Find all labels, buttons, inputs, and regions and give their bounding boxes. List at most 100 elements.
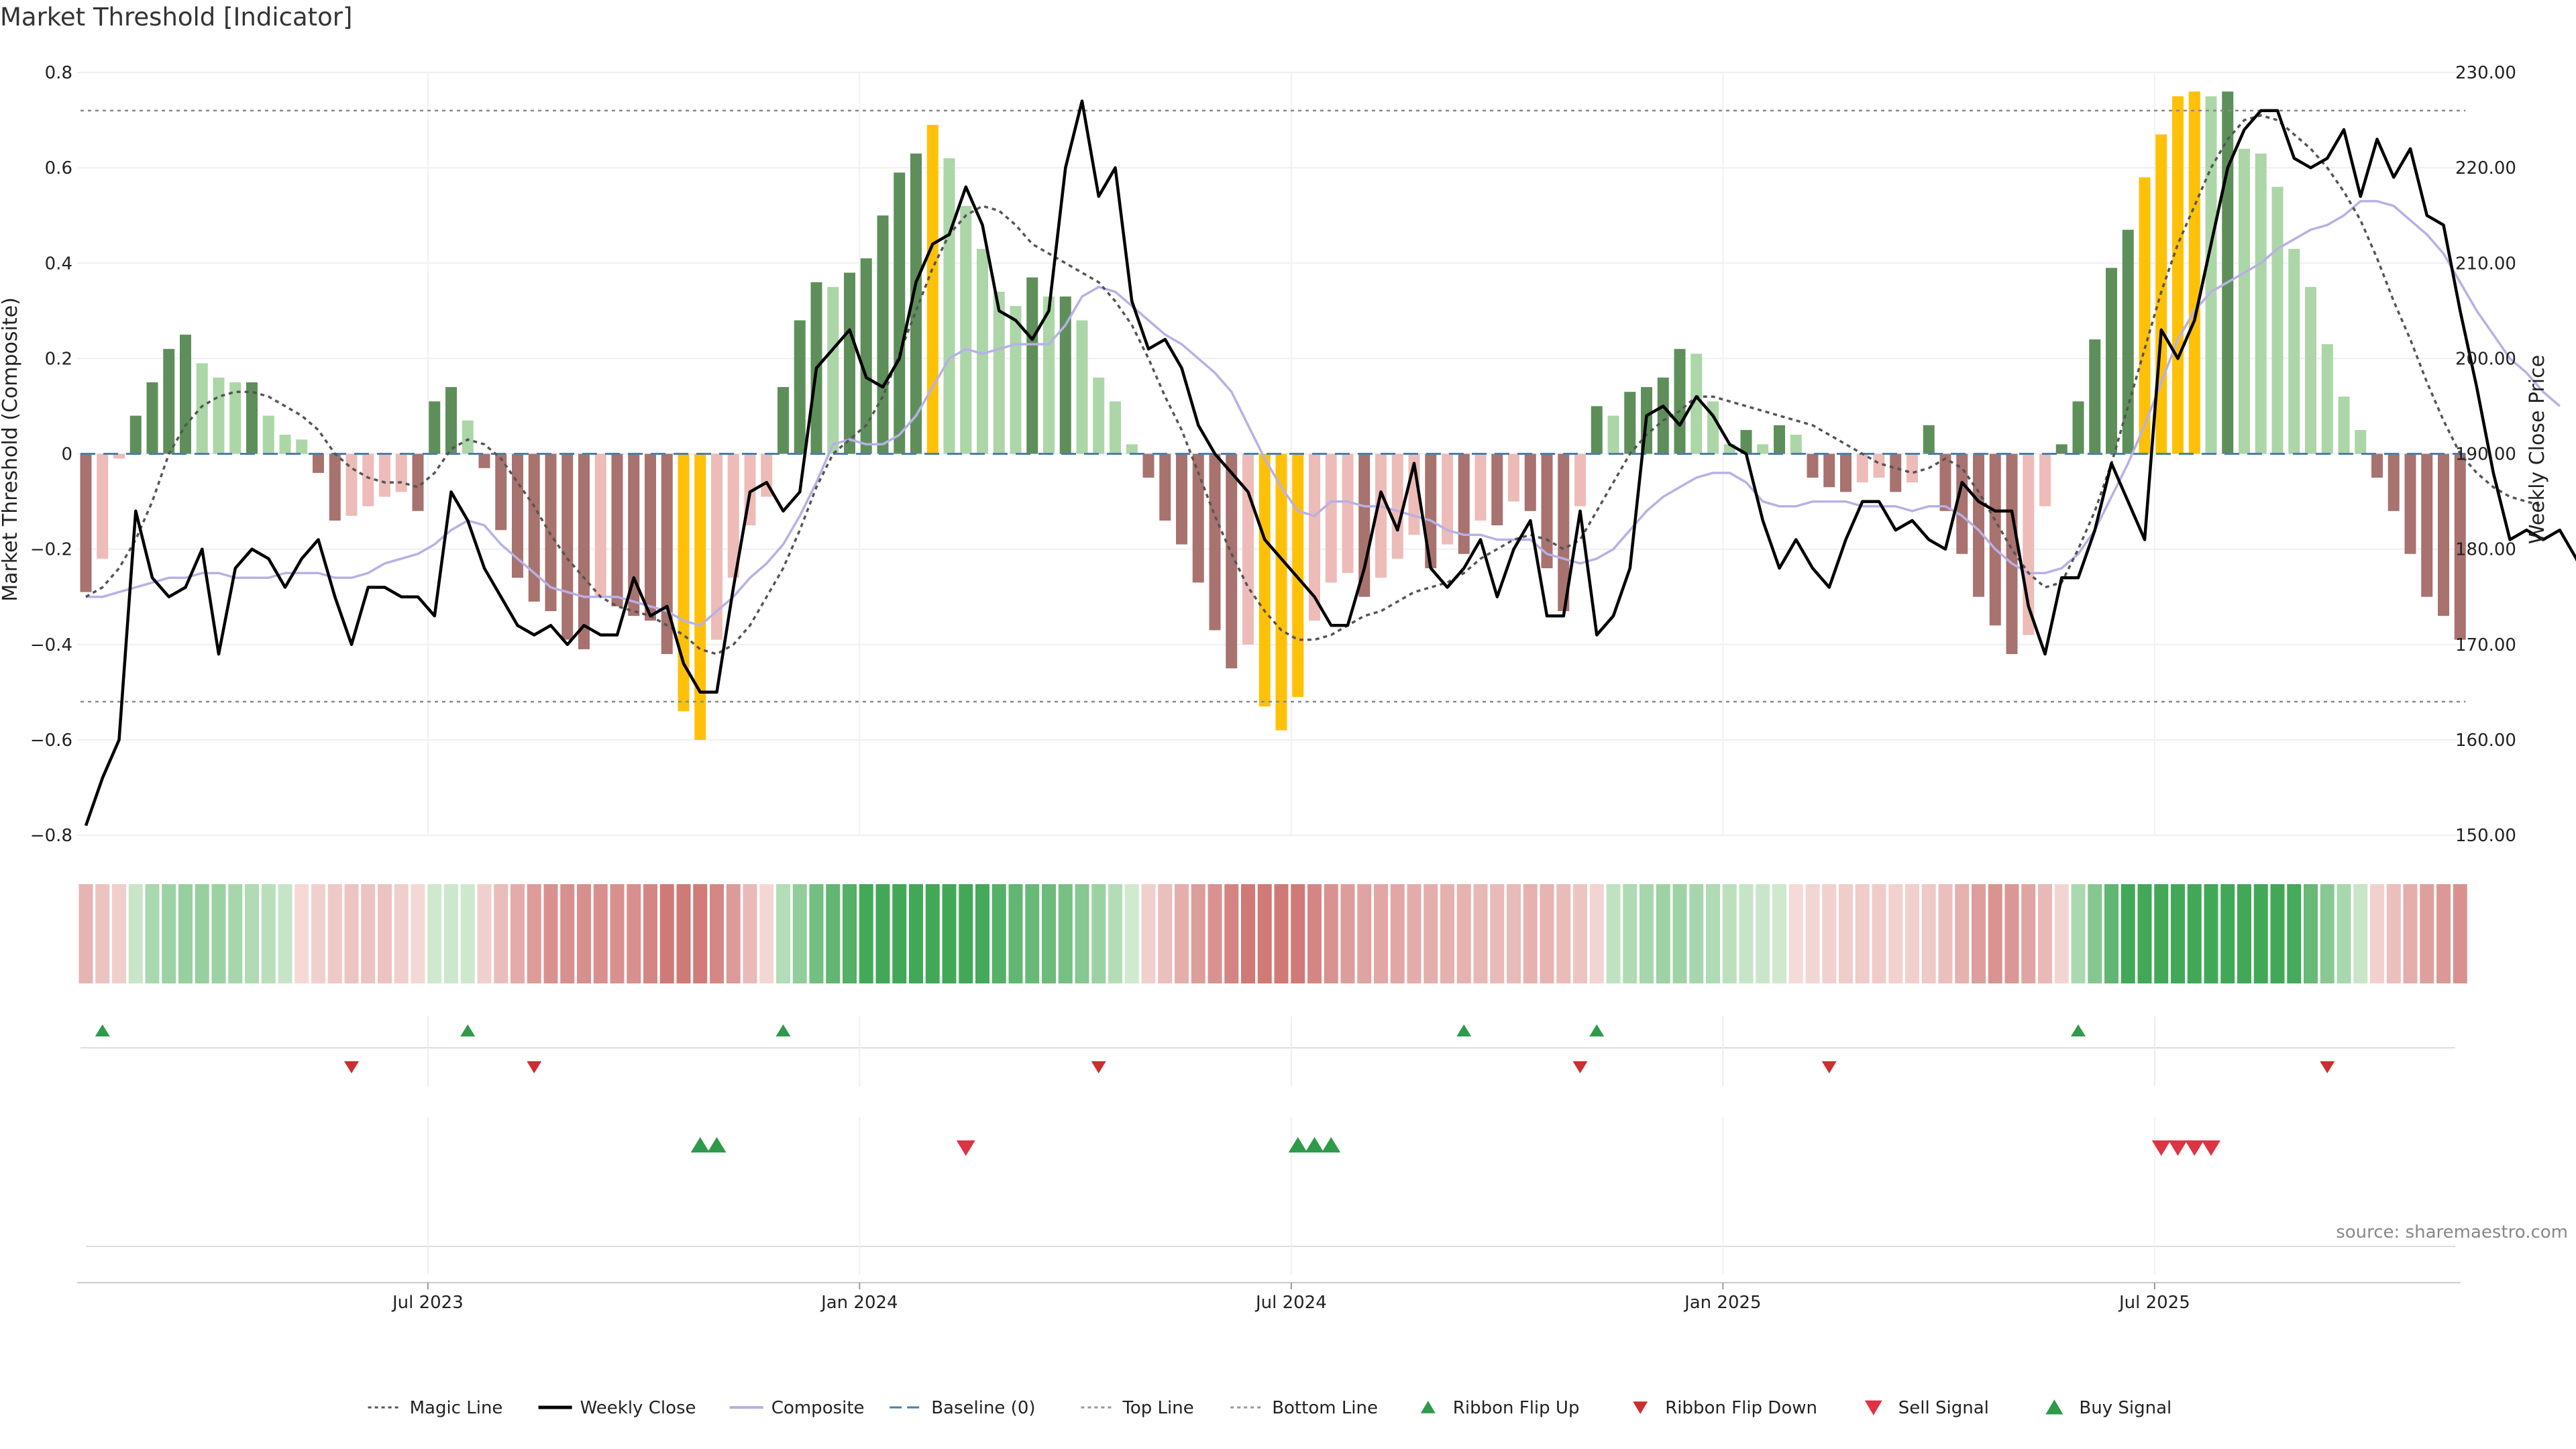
composite-bar (844, 272, 855, 454)
legend-item: Bottom Line (1230, 1398, 1378, 1418)
ribbon-cell (1722, 884, 1737, 983)
composite-bar (1292, 453, 1304, 697)
composite-bar (2338, 396, 2350, 454)
composite-bar (1425, 453, 1437, 569)
ribbon-cell (2038, 884, 2052, 983)
composite-bar (1524, 453, 1536, 511)
ribbon-flip-up-marker (2071, 1024, 2086, 1036)
ribbon-cell (1424, 884, 1438, 983)
left-axis-ticks: −0.8 −0.6 −0.4 −0.2 0 0.2 0.4 0.6 0.8 (30, 63, 72, 846)
composite-bar (2355, 429, 2367, 454)
ribbon-cell (2353, 884, 2368, 983)
left-tick-label: −0.8 (30, 826, 72, 846)
composite-bar (993, 291, 1005, 454)
composite-bar (1491, 453, 1503, 526)
composite-bar (129, 415, 142, 454)
composite-bar (1624, 392, 1636, 454)
composite-bar (412, 453, 424, 511)
x-tick-label: Jul 2023 (391, 1293, 464, 1313)
x-tick-label: Jul 2025 (2118, 1293, 2190, 1313)
ribbon-heatmap (78, 884, 2467, 983)
source-note: source: sharemaestro.com (2336, 1222, 2568, 1242)
composite-bar (1026, 277, 1038, 454)
legend-item: Ribbon Flip Up (1420, 1398, 1579, 1418)
ribbon-cell (1058, 884, 1073, 983)
composite-bar (1010, 306, 1022, 454)
composite-bar (1774, 425, 1785, 454)
ribbon-cell (676, 884, 691, 983)
composite-bar (2404, 453, 2416, 554)
ribbon-cell (294, 884, 309, 983)
composite-bar (1558, 453, 1570, 612)
composite-bar (827, 286, 839, 454)
composite-bar (1674, 349, 1686, 454)
ribbon-cell (1108, 884, 1122, 983)
sell-signal-marker (2185, 1140, 2204, 1156)
ribbon-cell (2304, 884, 2318, 983)
left-tick-label: 0.6 (45, 158, 72, 178)
composite-bar (1607, 415, 1619, 454)
buy-signal-marker (707, 1137, 727, 1152)
composite-bar (2188, 91, 2200, 454)
right-tick-label: 190.00 (2455, 445, 2516, 465)
ribbon-flip-down-marker (344, 1061, 359, 1073)
x-tick-label: Jan 2024 (820, 1293, 898, 1313)
composite-bar (429, 401, 441, 454)
composite-bar (462, 420, 474, 454)
ribbon-cell (2237, 884, 2251, 983)
composite-bar (1923, 425, 1935, 454)
ribbon-cell (1872, 884, 1886, 983)
legend-label: Magic Line (410, 1398, 503, 1418)
ribbon-cell (1008, 884, 1023, 983)
composite-bar (960, 205, 972, 454)
ribbon-cell (162, 884, 176, 983)
ribbon-flip-up-marker (95, 1024, 110, 1036)
ribbon-cell (1689, 884, 1704, 983)
ribbon-cell (460, 884, 475, 983)
legend-swatch (2045, 1399, 2063, 1415)
ribbon-flip-down-marker (527, 1061, 542, 1073)
ribbon-cell (278, 884, 292, 983)
x-tick-label: Jul 2024 (1254, 1293, 1327, 1313)
legend-item: Buy Signal (2045, 1398, 2171, 1418)
composite-bar (180, 334, 191, 454)
legend-label: Bottom Line (1272, 1398, 1378, 1418)
composite-bar (229, 382, 241, 454)
ribbon-cell (959, 884, 973, 983)
ribbon-cell (78, 884, 93, 983)
composite-bar (362, 453, 374, 506)
legend-item: Baseline (0) (890, 1398, 1036, 1418)
left-tick-label: −0.6 (30, 731, 72, 751)
composite-bar (678, 453, 690, 712)
ribbon-cell (2270, 884, 2285, 983)
composite-bar (329, 453, 341, 521)
composite-bar (1391, 453, 1403, 559)
left-tick-label: 0.4 (45, 254, 72, 274)
ribbon-cell (2453, 884, 2467, 983)
ribbon-flip-up-marker (775, 1024, 791, 1036)
ribbon-cell (1224, 884, 1239, 983)
ribbon-cell (1507, 884, 1521, 983)
ribbon-cell (2287, 884, 2302, 983)
composite-bar (1574, 453, 1586, 506)
ribbon-cell (792, 884, 807, 983)
ribbon-flip-down-marker (1091, 1061, 1106, 1073)
ribbon-cell (411, 884, 425, 983)
composite-bars (80, 91, 2466, 740)
ribbon-cell (693, 884, 708, 983)
composite-bar (2239, 148, 2250, 454)
composite-bar (611, 453, 623, 606)
ribbon-cell (1805, 884, 1820, 983)
ribbon-cell (1672, 884, 1687, 983)
right-tick-label: 210.00 (2455, 254, 2516, 274)
ribbon-cell (1407, 884, 1421, 983)
ribbon-cell (494, 884, 508, 983)
ribbon-cell (1208, 884, 1222, 983)
ribbon-cell (2054, 884, 2069, 983)
composite-bar (1242, 453, 1254, 645)
ribbon-cell (610, 884, 625, 983)
composite-bar (1458, 453, 1470, 554)
composite-bar (2006, 453, 2018, 654)
ribbon-cell (95, 884, 110, 983)
composite-bar (163, 349, 175, 454)
